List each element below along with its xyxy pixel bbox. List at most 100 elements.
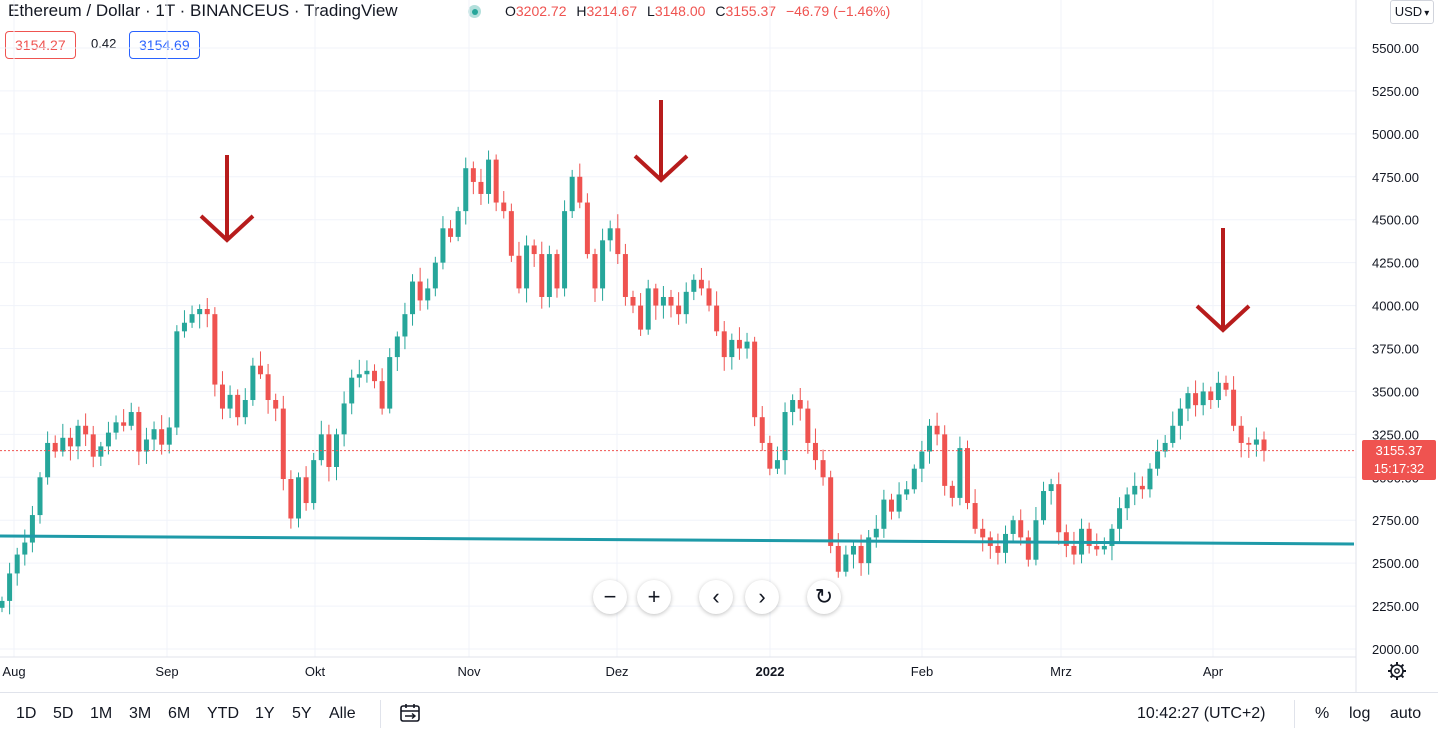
candle-up[interactable]	[250, 365, 256, 401]
scroll-left-button[interactable]: ‹	[699, 580, 733, 614]
candle-up[interactable]	[729, 339, 735, 358]
candle-up[interactable]	[45, 442, 51, 478]
candle-up[interactable]	[1162, 442, 1168, 452]
candle-down[interactable]	[508, 211, 514, 256]
candle-up[interactable]	[394, 336, 400, 358]
candle-down[interactable]	[820, 460, 826, 478]
candle-down[interactable]	[1238, 425, 1244, 443]
candle-up[interactable]	[881, 499, 887, 529]
candle-down[interactable]	[797, 400, 803, 409]
candle-down[interactable]	[828, 477, 834, 546]
candle-down[interactable]	[1208, 391, 1214, 401]
candle-down[interactable]	[1231, 389, 1237, 426]
candle-up[interactable]	[189, 314, 195, 323]
candle-up[interactable]	[645, 288, 651, 330]
candle-up[interactable]	[866, 537, 872, 564]
candle-up[interactable]	[387, 357, 393, 409]
candle-down[interactable]	[478, 181, 484, 194]
settings-gear-icon[interactable]	[1388, 662, 1406, 680]
auto-scale-button[interactable]: auto	[1390, 705, 1422, 722]
candle-down[interactable]	[805, 408, 811, 443]
down-arrow-annotation[interactable]	[199, 155, 255, 243]
candle-down[interactable]	[493, 159, 499, 203]
support-trendline[interactable]	[0, 534, 1355, 546]
candle-down[interactable]	[1086, 528, 1092, 546]
candle-up[interactable]	[546, 254, 552, 297]
candle-down[interactable]	[630, 296, 636, 306]
candle-down[interactable]	[638, 305, 644, 330]
candle-up[interactable]	[432, 262, 438, 289]
goto-date-icon[interactable]	[399, 703, 423, 725]
candle-down[interactable]	[980, 528, 986, 538]
range-6m[interactable]: 6M	[168, 705, 191, 722]
candle-up[interactable]	[919, 451, 925, 469]
candle-down[interactable]	[1094, 545, 1100, 550]
candle-down[interactable]	[1056, 484, 1062, 533]
candle-up[interactable]	[843, 554, 849, 572]
candle-up[interactable]	[60, 437, 66, 452]
candle-down[interactable]	[858, 545, 864, 564]
candle-down[interactable]	[265, 374, 271, 401]
candle-down[interactable]	[752, 341, 758, 418]
timezone-display[interactable]: 10:42:27 (UTC+2)	[1137, 705, 1266, 722]
candle-down[interactable]	[577, 176, 583, 203]
candle-up[interactable]	[22, 542, 28, 555]
candle-up[interactable]	[911, 468, 917, 490]
candle-up[interactable]	[174, 331, 180, 428]
candle-up[interactable]	[440, 228, 446, 263]
candle-down[interactable]	[942, 434, 948, 486]
zoom-out-button[interactable]: −	[593, 580, 627, 614]
candle-up[interactable]	[143, 439, 149, 452]
candle-up[interactable]	[1215, 382, 1221, 401]
candle-up[interactable]	[683, 291, 689, 315]
candle-up[interactable]	[75, 425, 81, 447]
candle-up[interactable]	[7, 573, 13, 601]
candle-up[interactable]	[318, 434, 324, 461]
candle-down[interactable]	[90, 434, 96, 457]
candle-down[interactable]	[280, 408, 286, 480]
candle-down[interactable]	[235, 394, 241, 418]
candle-up[interactable]	[227, 394, 233, 409]
candle-up[interactable]	[524, 245, 530, 289]
down-arrow-annotation[interactable]	[1195, 228, 1251, 333]
candle-down[interactable]	[67, 437, 73, 447]
candle-up[interactable]	[364, 370, 370, 375]
range-1m[interactable]: 1M	[90, 705, 113, 722]
candle-down[interactable]	[531, 245, 537, 255]
candle-up[interactable]	[349, 377, 355, 404]
candle-down[interactable]	[212, 314, 218, 385]
candle-down[interactable]	[676, 305, 682, 315]
candle-up[interactable]	[0, 600, 5, 608]
candle-down[interactable]	[516, 255, 522, 289]
candle-down[interactable]	[219, 384, 225, 409]
candle-up[interactable]	[1147, 468, 1153, 490]
candle-down[interactable]	[372, 370, 378, 382]
candle-down[interactable]	[501, 202, 507, 212]
candle-up[interactable]	[1185, 393, 1191, 409]
candle-down[interactable]	[288, 479, 294, 519]
candle-up[interactable]	[341, 403, 347, 435]
candle-down[interactable]	[1193, 393, 1199, 406]
candle-down[interactable]	[121, 422, 127, 426]
candle-down[interactable]	[1071, 545, 1077, 555]
candle-down[interactable]	[204, 309, 210, 315]
candle-up[interactable]	[1041, 491, 1047, 521]
candle-down[interactable]	[767, 442, 773, 469]
candle-up[interactable]	[151, 429, 157, 440]
range-5y[interactable]: 5Y	[292, 705, 312, 722]
candle-up[interactable]	[197, 309, 203, 315]
candle-up[interactable]	[850, 545, 856, 555]
candle-up[interactable]	[1010, 520, 1016, 534]
candle-down[interactable]	[736, 339, 742, 349]
candle-up[interactable]	[569, 176, 575, 212]
candle-down[interactable]	[554, 254, 560, 289]
candle-up[interactable]	[128, 412, 134, 426]
candle-up[interactable]	[105, 432, 111, 447]
candle-up[interactable]	[98, 446, 104, 457]
candle-up[interactable]	[463, 168, 469, 212]
candle-down[interactable]	[1139, 485, 1145, 490]
candle-down[interactable]	[812, 442, 818, 461]
candle-down[interactable]	[1246, 442, 1252, 445]
candle-down[interactable]	[273, 400, 279, 409]
candle-down[interactable]	[721, 331, 727, 358]
